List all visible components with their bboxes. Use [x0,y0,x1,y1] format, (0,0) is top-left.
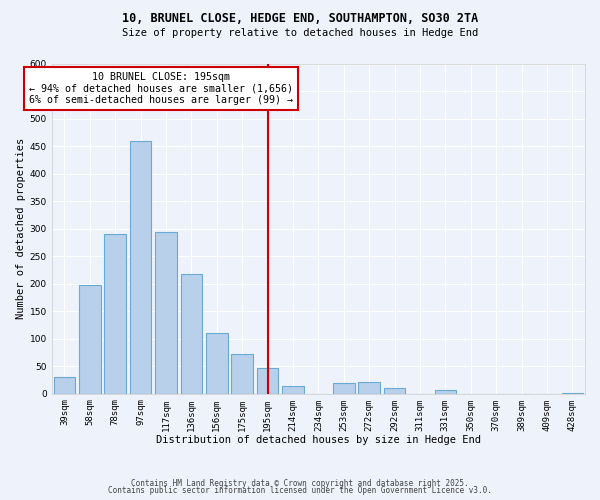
Text: Contains HM Land Registry data © Crown copyright and database right 2025.: Contains HM Land Registry data © Crown c… [131,478,469,488]
Bar [79,286,101,394]
Text: Size of property relative to detached houses in Hedge End: Size of property relative to detached ho… [122,28,478,38]
Bar [434,390,456,394]
Text: 10 BRUNEL CLOSE: 195sqm
← 94% of detached houses are smaller (1,656)
6% of semi-: 10 BRUNEL CLOSE: 195sqm ← 94% of detache… [29,72,293,105]
Bar [155,232,177,394]
Bar [130,140,151,394]
Bar [181,274,202,394]
Bar [206,332,227,394]
Bar [232,354,253,394]
X-axis label: Distribution of detached houses by size in Hedge End: Distribution of detached houses by size … [156,435,481,445]
Bar [53,377,75,394]
Bar [333,384,355,394]
Bar [358,382,380,394]
Bar [384,388,406,394]
Bar [562,392,583,394]
Text: 10, BRUNEL CLOSE, HEDGE END, SOUTHAMPTON, SO30 2TA: 10, BRUNEL CLOSE, HEDGE END, SOUTHAMPTON… [122,12,478,26]
Bar [104,234,126,394]
Y-axis label: Number of detached properties: Number of detached properties [16,138,26,319]
Bar [282,386,304,394]
Bar [257,368,278,394]
Text: Contains public sector information licensed under the Open Government Licence v3: Contains public sector information licen… [108,486,492,495]
